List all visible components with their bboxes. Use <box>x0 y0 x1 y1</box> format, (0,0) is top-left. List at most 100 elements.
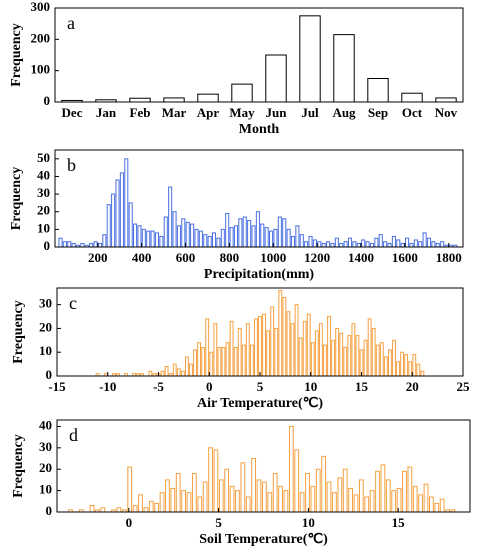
bar <box>387 349 392 377</box>
y-tick-label: 20 <box>37 203 50 218</box>
x-axis-label: Month <box>239 122 280 137</box>
bar <box>242 216 247 248</box>
bar <box>383 241 388 248</box>
bar <box>184 356 189 377</box>
bar <box>404 354 409 377</box>
bar <box>224 468 230 513</box>
bar <box>146 230 151 248</box>
bar <box>339 242 344 248</box>
bar <box>141 228 146 248</box>
bar <box>286 228 291 248</box>
plot-frame <box>54 7 464 103</box>
x-tick-label: Oct <box>402 105 423 120</box>
bar <box>331 339 336 377</box>
bar <box>89 505 95 513</box>
x-tick-label: 400 <box>132 250 152 265</box>
bar <box>148 370 153 377</box>
bar <box>213 323 218 377</box>
plot-frame <box>56 419 471 513</box>
bar <box>400 242 405 248</box>
bar <box>148 500 154 513</box>
y-tick-label: 30 <box>39 296 52 311</box>
bar <box>116 507 122 513</box>
bar <box>221 346 226 377</box>
bar <box>299 234 304 248</box>
bar <box>229 485 235 513</box>
plot-frame <box>56 287 464 377</box>
bar <box>374 237 379 248</box>
bar <box>323 344 327 377</box>
x-tick-label: 1600 <box>392 250 418 265</box>
bar <box>197 93 219 103</box>
bar <box>286 311 291 377</box>
bar <box>262 481 267 513</box>
bar <box>58 237 63 248</box>
bar <box>321 455 327 513</box>
bar <box>163 97 185 103</box>
bar <box>225 342 230 377</box>
x-tick-label: -10 <box>99 379 116 394</box>
bar <box>267 492 273 513</box>
bar <box>402 470 407 513</box>
y-axis-label: Frequency <box>9 167 24 231</box>
x-tick-label: Feb <box>130 105 151 120</box>
bar <box>238 218 243 248</box>
bar <box>409 242 414 248</box>
bar <box>369 242 375 248</box>
x-tick-label: -15 <box>48 379 66 394</box>
bar <box>168 186 173 248</box>
bar <box>288 425 294 513</box>
bar <box>264 227 269 248</box>
bar <box>333 34 355 103</box>
bar <box>347 335 352 377</box>
y-tick-label: 50 <box>37 150 50 165</box>
bar <box>440 241 445 248</box>
bar <box>189 363 193 377</box>
y-tick-label: 40 <box>37 167 50 182</box>
bar <box>408 361 413 377</box>
bar <box>332 492 337 513</box>
bar <box>412 354 417 377</box>
bar <box>154 232 160 248</box>
bar <box>379 342 384 377</box>
bar <box>391 235 396 248</box>
bar <box>93 241 98 248</box>
bar <box>418 241 423 248</box>
bar <box>208 447 213 513</box>
bar <box>413 239 418 248</box>
bar <box>119 172 124 248</box>
x-tick-label: Jan <box>96 105 117 120</box>
y-tick-label: 0 <box>44 93 51 108</box>
bar <box>365 241 370 248</box>
y-tick-label: 10 <box>37 220 50 235</box>
bar <box>347 237 353 248</box>
bar <box>133 223 138 248</box>
y-axis-label: Frequency <box>11 300 26 364</box>
bar <box>283 490 289 513</box>
x-tick-label: Nov <box>435 105 458 120</box>
bar <box>304 241 309 248</box>
panel-letter: d <box>69 425 78 445</box>
bar <box>383 356 388 377</box>
bar <box>207 235 212 248</box>
x-tick-label: 5 <box>215 515 222 530</box>
bar <box>270 306 275 377</box>
bar <box>295 225 300 248</box>
bar <box>294 304 299 377</box>
bar <box>431 241 436 248</box>
x-tick-label: 1400 <box>348 250 374 265</box>
bar <box>358 479 364 513</box>
bar <box>305 472 310 513</box>
bar <box>278 485 283 513</box>
bar <box>351 323 356 377</box>
bar <box>201 346 206 377</box>
bar <box>172 211 177 248</box>
x-tick-label: Aug <box>332 105 356 120</box>
bar <box>369 490 375 513</box>
bar <box>172 363 177 377</box>
x-axis-label: Precipitation(mm) <box>204 267 314 282</box>
bar <box>434 502 440 513</box>
bar <box>89 242 94 248</box>
y-tick-label: 30 <box>37 185 50 200</box>
bar <box>294 449 300 513</box>
